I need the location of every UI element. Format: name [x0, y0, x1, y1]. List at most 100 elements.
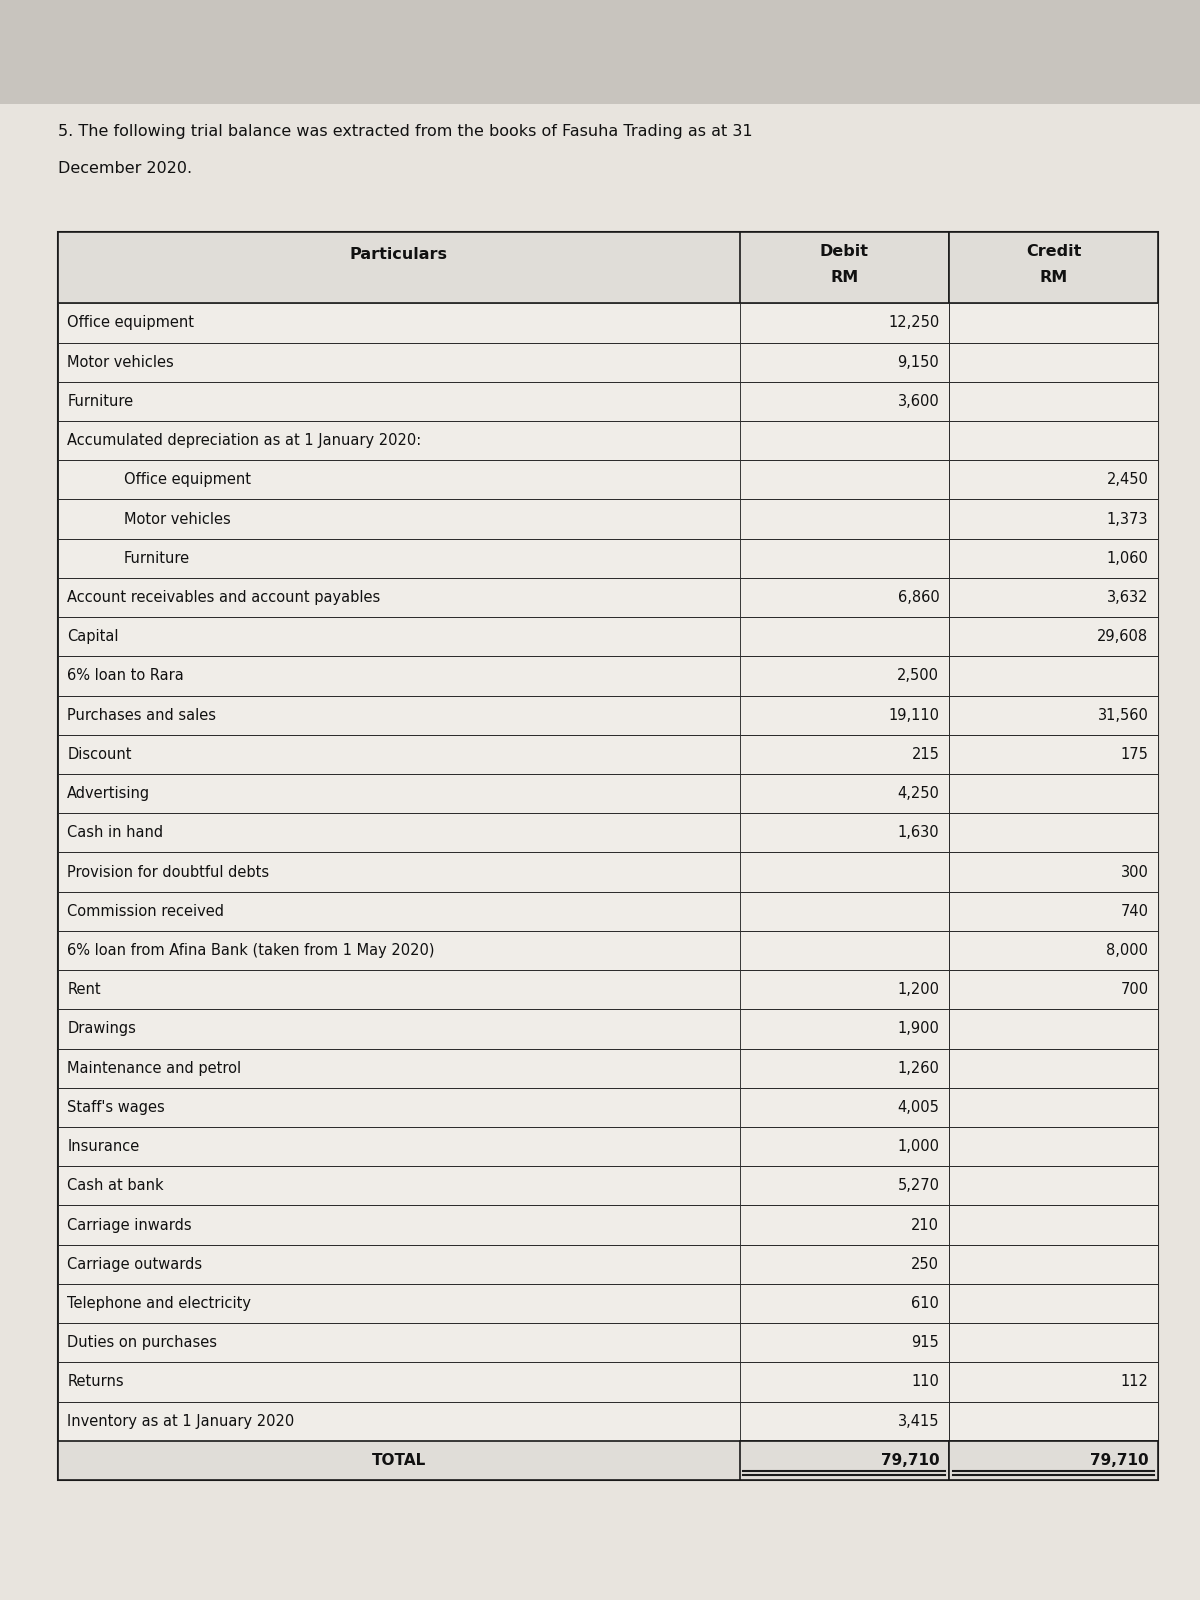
Bar — [949, 1402, 1158, 1440]
Text: Staff's wages: Staff's wages — [67, 1099, 164, 1115]
Text: Inventory as at 1 January 2020: Inventory as at 1 January 2020 — [67, 1414, 294, 1429]
Bar — [740, 734, 949, 774]
Text: 1,260: 1,260 — [898, 1061, 940, 1075]
Text: Maintenance and petrol: Maintenance and petrol — [67, 1061, 241, 1075]
Bar — [58, 1048, 1158, 1088]
Bar — [740, 1283, 949, 1323]
Bar — [949, 970, 1158, 1010]
Text: Credit: Credit — [1026, 245, 1081, 259]
Text: Drawings: Drawings — [67, 1021, 136, 1037]
Bar — [58, 1126, 1158, 1166]
Text: 175: 175 — [1121, 747, 1148, 762]
Text: 4,250: 4,250 — [898, 786, 940, 802]
Bar — [740, 1010, 949, 1048]
Text: Motor vehicles: Motor vehicles — [67, 355, 174, 370]
Bar — [949, 1283, 1158, 1323]
Bar — [949, 656, 1158, 696]
Text: Duties on purchases: Duties on purchases — [67, 1336, 217, 1350]
Text: 250: 250 — [911, 1256, 940, 1272]
Bar — [740, 304, 949, 342]
Bar — [740, 774, 949, 813]
Bar — [740, 578, 949, 618]
Bar — [58, 696, 1158, 734]
Text: Particulars: Particulars — [349, 248, 448, 262]
Text: TOTAL: TOTAL — [372, 1453, 426, 1467]
Bar — [58, 304, 1158, 342]
Bar — [949, 891, 1158, 931]
Bar — [949, 1440, 1158, 1480]
Bar — [58, 232, 1158, 304]
Text: 3,632: 3,632 — [1106, 590, 1148, 605]
Text: 6% loan to Rara: 6% loan to Rara — [67, 669, 184, 683]
Bar — [740, 1440, 949, 1480]
Bar — [740, 618, 949, 656]
Bar — [58, 1245, 1158, 1283]
Bar — [58, 1362, 1158, 1402]
Bar — [949, 774, 1158, 813]
Bar — [949, 696, 1158, 734]
Bar — [740, 232, 949, 304]
Bar — [740, 421, 949, 461]
Text: Accumulated depreciation as at 1 January 2020:: Accumulated depreciation as at 1 January… — [67, 434, 421, 448]
Text: Furniture: Furniture — [124, 550, 190, 566]
Bar — [58, 970, 1158, 1010]
Text: 1,000: 1,000 — [898, 1139, 940, 1154]
Bar — [949, 499, 1158, 539]
Text: Carriage outwards: Carriage outwards — [67, 1256, 203, 1272]
Bar — [58, 382, 1158, 421]
Bar — [58, 1088, 1158, 1126]
Bar — [949, 931, 1158, 970]
Bar — [58, 421, 1158, 461]
Text: RM: RM — [830, 270, 858, 285]
Bar — [740, 1166, 949, 1205]
Bar — [58, 232, 1158, 1480]
Bar — [740, 1088, 949, 1126]
Bar — [58, 1440, 1158, 1480]
Text: Furniture: Furniture — [67, 394, 133, 410]
Text: 700: 700 — [1121, 982, 1148, 997]
Bar — [949, 1126, 1158, 1166]
Text: Discount: Discount — [67, 747, 132, 762]
Text: 5,270: 5,270 — [898, 1178, 940, 1194]
Text: 29,608: 29,608 — [1097, 629, 1148, 645]
Bar — [58, 1166, 1158, 1205]
Text: Purchases and sales: Purchases and sales — [67, 707, 216, 723]
Text: Advertising: Advertising — [67, 786, 150, 802]
Bar — [58, 1205, 1158, 1245]
Text: Office equipment: Office equipment — [124, 472, 251, 488]
Bar — [740, 656, 949, 696]
Text: 740: 740 — [1121, 904, 1148, 918]
Bar — [740, 1126, 949, 1166]
Bar — [58, 499, 1158, 539]
Bar — [58, 1010, 1158, 1048]
Text: 215: 215 — [912, 747, 940, 762]
Bar — [740, 1362, 949, 1402]
Text: 9,150: 9,150 — [898, 355, 940, 370]
Text: 1,200: 1,200 — [898, 982, 940, 997]
Text: Returns: Returns — [67, 1374, 124, 1389]
Bar — [58, 618, 1158, 656]
Text: Motor vehicles: Motor vehicles — [124, 512, 230, 526]
Bar — [949, 734, 1158, 774]
Text: 610: 610 — [912, 1296, 940, 1310]
Bar — [58, 931, 1158, 970]
Text: 2,450: 2,450 — [1106, 472, 1148, 488]
Bar — [740, 382, 949, 421]
Text: Provision for doubtful debts: Provision for doubtful debts — [67, 864, 269, 880]
Bar — [740, 539, 949, 578]
Bar — [949, 304, 1158, 342]
Bar — [949, 342, 1158, 382]
Text: 112: 112 — [1121, 1374, 1148, 1389]
Text: 3,600: 3,600 — [898, 394, 940, 410]
Bar — [58, 656, 1158, 696]
Bar — [740, 1402, 949, 1440]
Bar — [949, 1010, 1158, 1048]
Bar — [949, 539, 1158, 578]
Bar — [58, 1283, 1158, 1323]
Bar — [949, 1323, 1158, 1362]
Bar — [740, 342, 949, 382]
Bar — [949, 1048, 1158, 1088]
Text: Insurance: Insurance — [67, 1139, 139, 1154]
Bar — [740, 813, 949, 853]
Bar — [740, 1245, 949, 1283]
